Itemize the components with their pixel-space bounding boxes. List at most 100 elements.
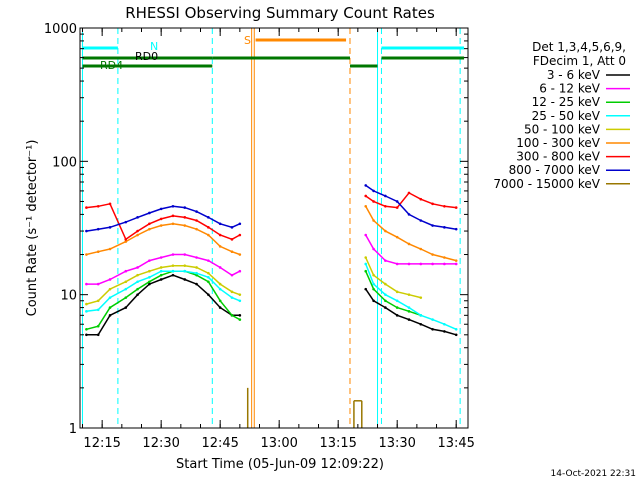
data-point [407, 318, 411, 321]
data-point [431, 327, 434, 331]
data-point [395, 314, 399, 317]
data-point [384, 204, 387, 208]
data-point [419, 314, 423, 317]
legend-label: 50 - 100 keV [524, 122, 601, 136]
data-point [431, 318, 434, 321]
data-point [171, 222, 175, 226]
data-point [384, 259, 387, 262]
data-point [372, 299, 375, 303]
data-point [159, 269, 163, 273]
data-point [230, 296, 234, 299]
data-point [108, 278, 112, 281]
data-point [230, 273, 234, 277]
series-line [86, 270, 241, 331]
x-tick-label: 12:30 [142, 436, 179, 451]
data-point [195, 227, 198, 231]
data-point [443, 256, 446, 259]
data-point [108, 226, 112, 229]
data-point [195, 282, 198, 286]
data-point [183, 269, 187, 273]
data-point [136, 266, 139, 269]
data-point [207, 216, 210, 219]
data-point [384, 293, 387, 296]
data-point [85, 253, 88, 256]
data-point [454, 333, 458, 337]
data-point [395, 262, 399, 266]
data-point [218, 222, 222, 226]
y-axis-label: Count Rate (s⁻¹ detector⁻¹) [25, 140, 40, 317]
legend-label: 800 - 7000 keV [509, 163, 601, 177]
series-6-12keV [85, 233, 458, 286]
data-point [238, 318, 242, 321]
x-tick-label: 12:15 [83, 436, 120, 451]
data-point [85, 282, 88, 286]
data-point [159, 217, 163, 221]
status-annotation: RD4 [100, 59, 123, 72]
series-300-800keV [85, 191, 458, 241]
series-800-7000keV [85, 184, 458, 233]
data-point [218, 245, 222, 248]
data-point [407, 262, 411, 266]
data-point [454, 206, 458, 209]
x-tick-label: 13:45 [437, 436, 474, 451]
data-point [384, 229, 387, 233]
data-point [124, 240, 128, 243]
data-point [454, 259, 458, 262]
data-point [171, 273, 175, 277]
data-point [136, 280, 139, 284]
data-point [364, 256, 368, 259]
data-point [136, 233, 139, 237]
data-point [419, 262, 423, 266]
data-point [419, 296, 423, 299]
data-point [372, 282, 375, 286]
data-point [364, 194, 368, 198]
data-point [159, 278, 163, 281]
series-line [365, 257, 421, 299]
data-point [395, 290, 399, 294]
data-point [171, 264, 175, 267]
data-point [195, 273, 198, 277]
data-point [207, 233, 210, 237]
series-line [86, 205, 241, 232]
data-point [124, 296, 128, 299]
x-tick-label: 12:45 [201, 436, 238, 451]
data-point [148, 280, 151, 284]
x-axis-label: Start Time (05-Jun-09 12:09:22) [176, 457, 384, 472]
data-point [372, 219, 375, 222]
data-point [454, 327, 458, 331]
data-point [431, 224, 434, 227]
data-point [364, 262, 368, 266]
legend-label: 7000 - 15000 keV [493, 177, 600, 191]
data-point [148, 259, 151, 262]
data-point [407, 306, 411, 309]
data-point [96, 299, 100, 303]
data-point [238, 233, 242, 237]
data-point [384, 282, 387, 286]
data-point [195, 266, 198, 269]
data-point [124, 220, 128, 224]
data-point [443, 262, 446, 266]
data-point [384, 194, 387, 198]
data-point [85, 333, 88, 337]
data-point [96, 204, 100, 208]
data-point [183, 224, 187, 227]
data-point [124, 306, 128, 309]
data-point [431, 253, 434, 256]
data-point [159, 266, 163, 269]
legend-label: 3 - 6 keV [547, 68, 601, 82]
data-point [207, 275, 210, 279]
data-point [124, 238, 128, 241]
axes: 1 10 100 1000 12:15 12:30 12:45 13:00 13:15 13:30… [44, 22, 475, 451]
data-point [108, 306, 112, 309]
series-line [86, 223, 241, 256]
data-point [108, 296, 112, 299]
data-point [364, 184, 368, 187]
series-100-300keV [85, 204, 458, 262]
data-point [183, 216, 187, 219]
data-point [85, 302, 88, 306]
data-point [454, 227, 458, 231]
data-point [148, 282, 151, 286]
data-point [364, 233, 368, 237]
data-point [364, 287, 368, 291]
